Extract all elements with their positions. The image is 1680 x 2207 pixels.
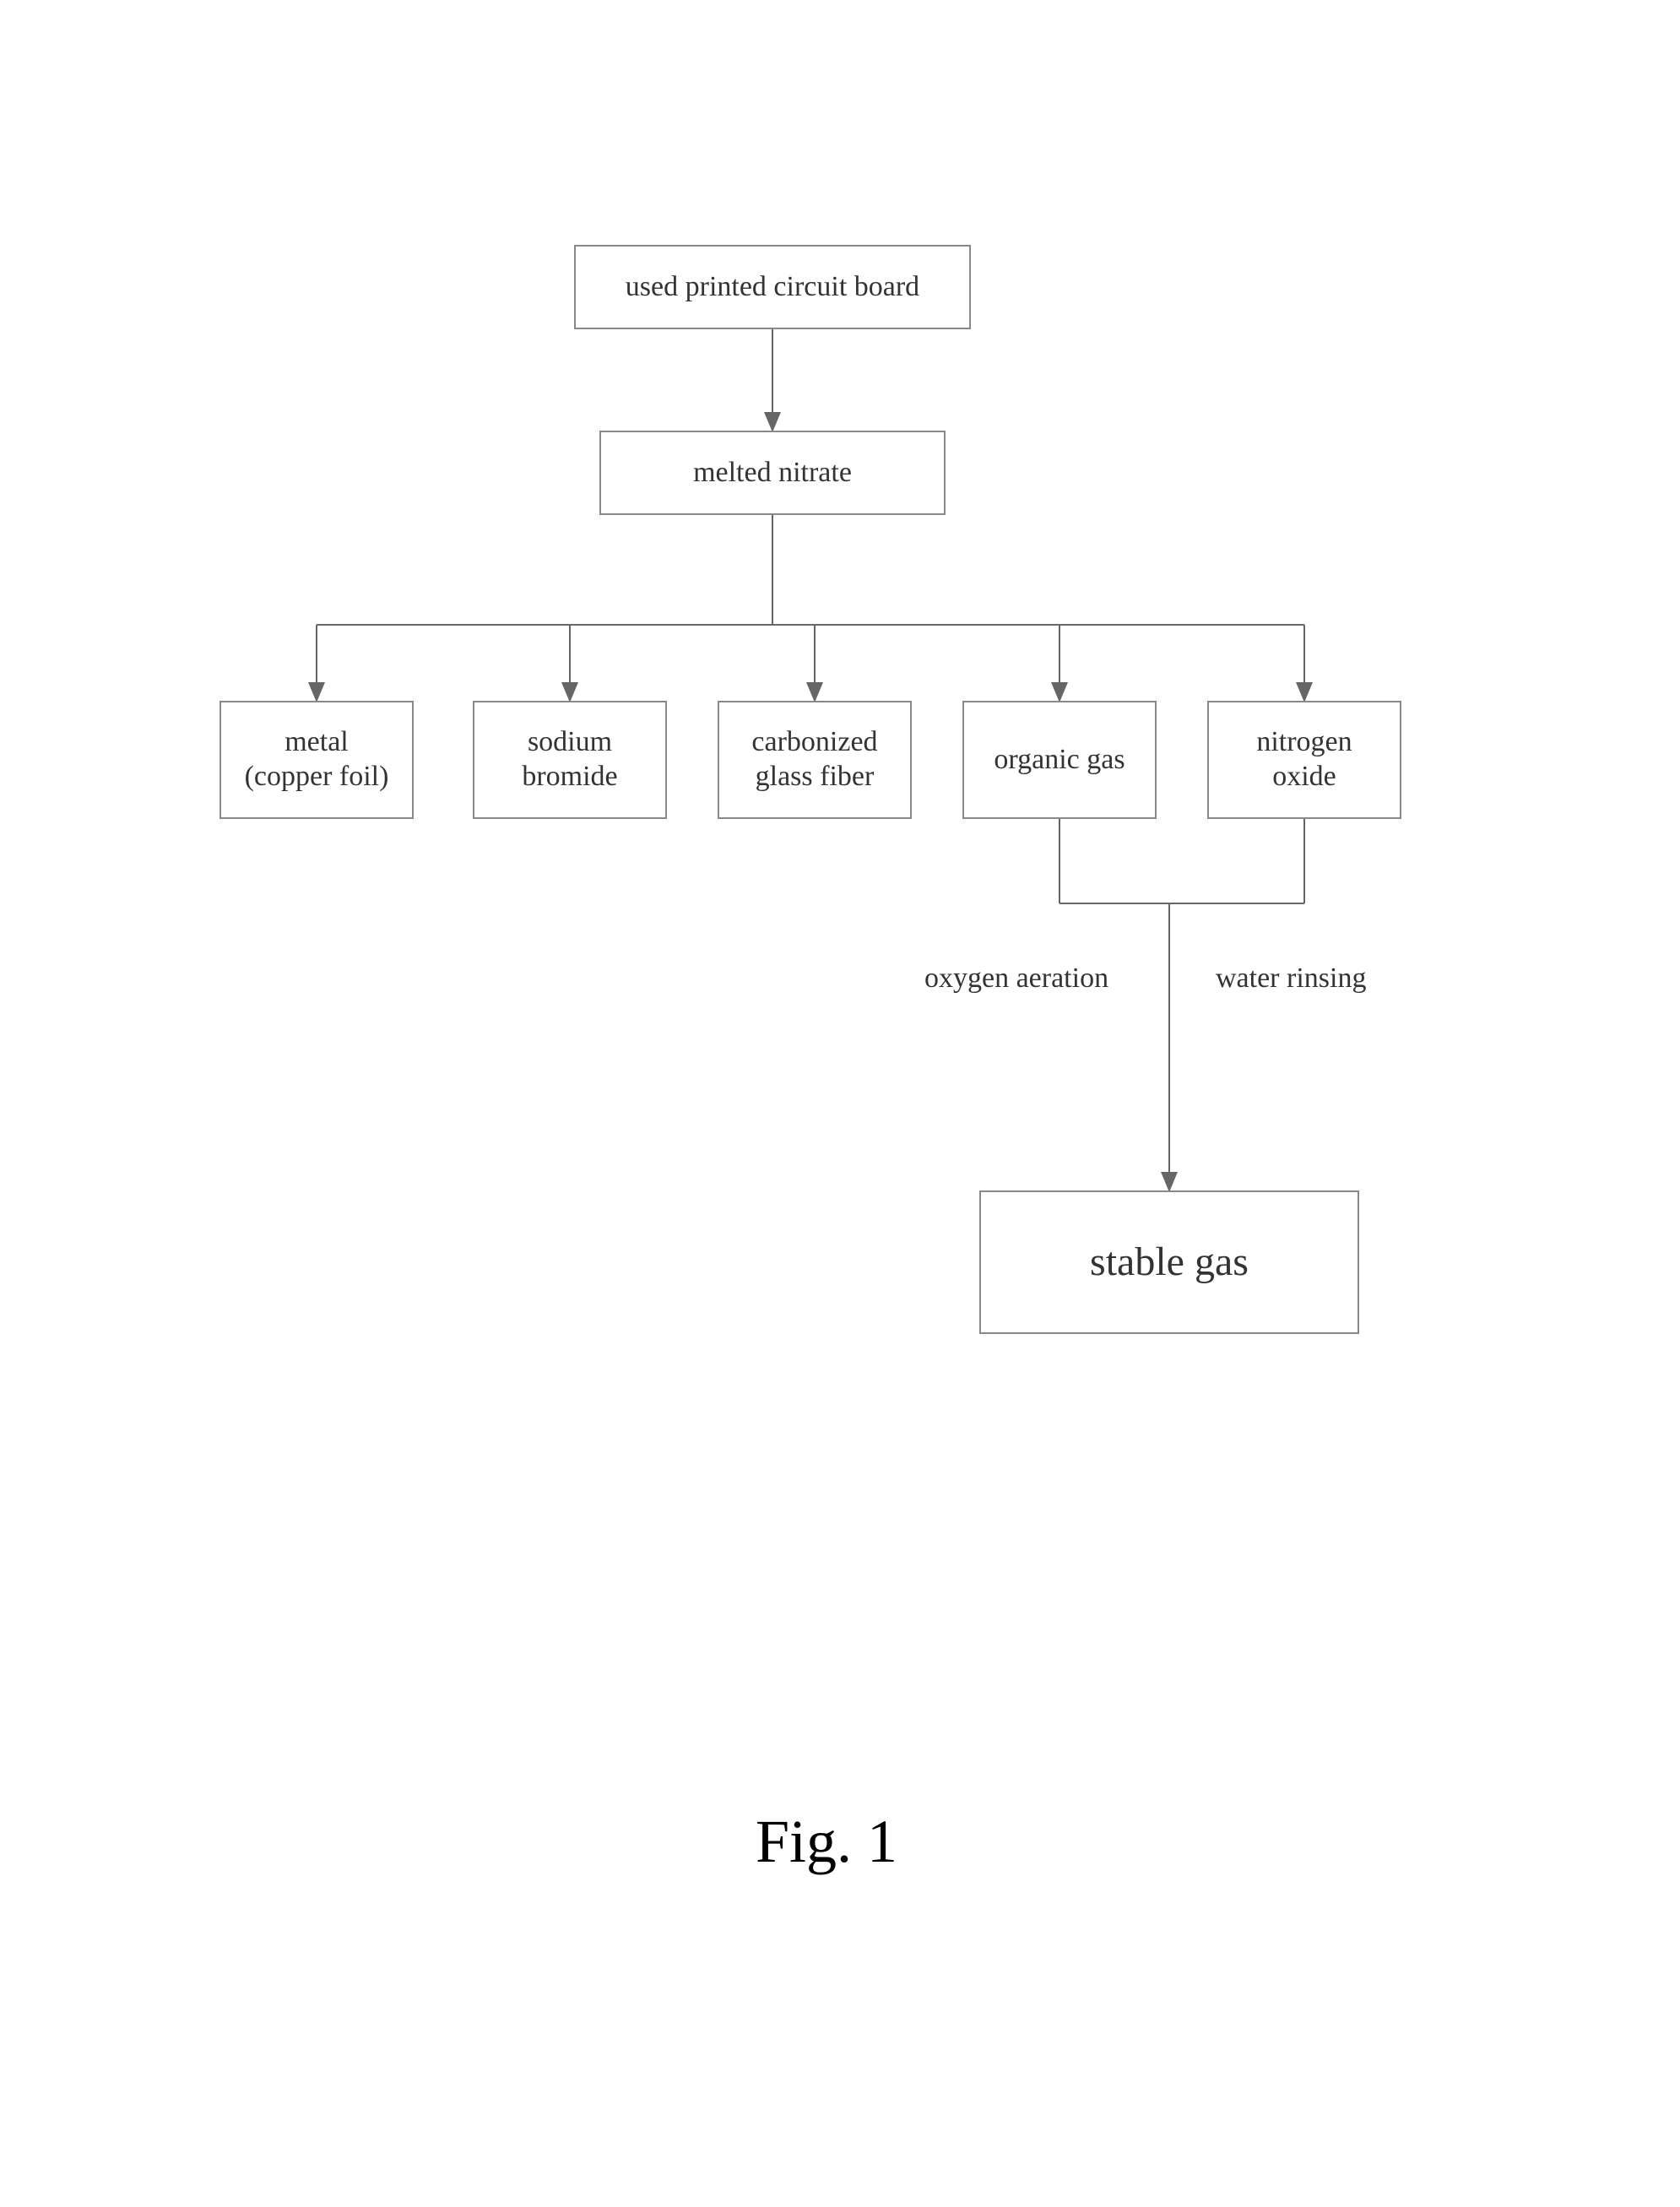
flowchart-node-n8: stable gas	[979, 1190, 1359, 1334]
flowchart-node-n3: metal(copper foil)	[219, 701, 414, 819]
figure-caption: Fig. 1	[756, 1807, 897, 1877]
node-label: carbonizedglass fiber	[751, 725, 877, 794]
flowchart-node-n1: used printed circuit board	[574, 245, 971, 329]
node-label: organic gas	[994, 743, 1125, 778]
node-label: sodiumbromide	[522, 725, 617, 794]
node-label: melted nitrate	[693, 456, 852, 491]
node-label: used printed circuit board	[626, 270, 919, 305]
node-label: stable gas	[1090, 1238, 1249, 1287]
edge-label: water rinsing	[1216, 963, 1366, 995]
flowchart-container: used printed circuit board melted nitrate…	[0, 0, 1680, 2207]
flowchart-node-n2: melted nitrate	[599, 431, 946, 515]
node-label: nitrogenoxide	[1256, 725, 1352, 794]
flowchart-node-n5: carbonizedglass fiber	[718, 701, 912, 819]
flowchart-node-n4: sodiumbromide	[473, 701, 667, 819]
flowchart-node-n6: organic gas	[962, 701, 1157, 819]
edge-label: oxygen aeration	[924, 963, 1108, 995]
node-label: metal(copper foil)	[245, 725, 389, 794]
flowchart-node-n7: nitrogenoxide	[1207, 701, 1401, 819]
